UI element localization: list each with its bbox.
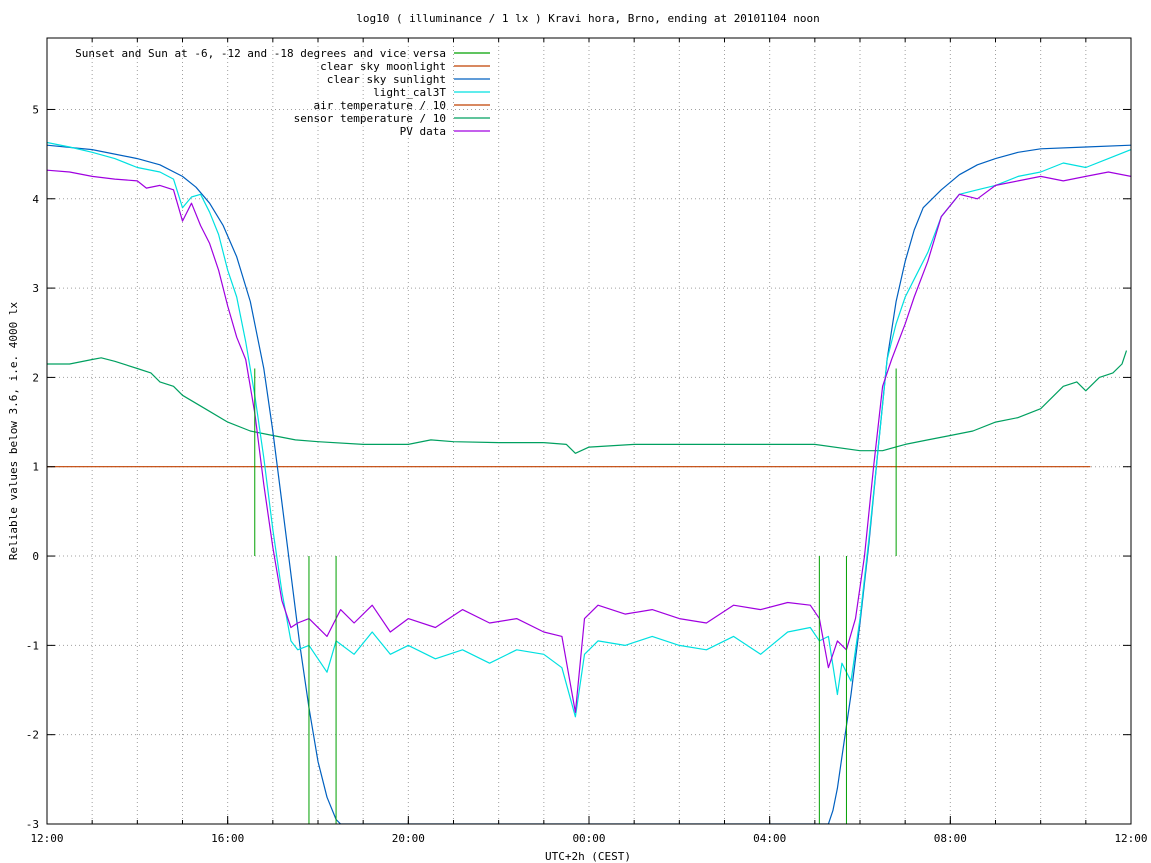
chart-title: log10 ( illuminance / 1 lx ) Kravi hora,… <box>356 12 820 25</box>
legend: Sunset and Sun at -6, -12 and -18 degree… <box>75 47 490 138</box>
axis-ticks: -3 -2 -1 0 1 2 3 4 5 12:00 16:00 20:00 00:00 04:00 08:… <box>26 38 1148 845</box>
x-tick-label: 04:00 <box>753 832 786 845</box>
legend-label: Sunset and Sun at -6, -12 and -18 degree… <box>75 47 446 60</box>
legend-label: clear sky sunlight <box>327 73 446 86</box>
legend-label: sensor temperature / 10 <box>294 112 446 125</box>
y-axis-label: Reliable values below 3.6, i.e. 4000 lx <box>7 301 20 560</box>
grid-lines <box>47 38 1131 824</box>
x-tick-label: 12:00 <box>1114 832 1147 845</box>
legend-label: light_cal3T <box>373 86 446 99</box>
x-tick-label: 00:00 <box>572 832 605 845</box>
plot-series <box>47 141 1131 824</box>
x-tick-label: 20:00 <box>392 832 425 845</box>
y-tick-label: 2 <box>32 371 39 384</box>
legend-label: PV data <box>400 125 446 138</box>
y-tick-label: -2 <box>26 729 39 742</box>
x-tick-label: 16:00 <box>211 832 244 845</box>
x-tick-label: 08:00 <box>934 832 967 845</box>
y-tick-label: 4 <box>32 193 39 206</box>
y-tick-label: 5 <box>32 103 39 116</box>
x-tick-label: 12:00 <box>30 832 63 845</box>
series-line-6 <box>47 169 1131 714</box>
y-tick-label: 3 <box>32 282 39 295</box>
y-tick-label: -3 <box>26 818 39 831</box>
series-line-5 <box>47 350 1128 454</box>
series-line-2 <box>47 144 1131 824</box>
y-tick-label: 1 <box>32 461 39 474</box>
x-axis-label: UTC+2h (CEST) <box>545 850 631 863</box>
y-tick-label: -1 <box>26 639 39 652</box>
series-line-3 <box>47 141 1131 718</box>
legend-label: clear sky moonlight <box>320 60 446 73</box>
legend-label: air temperature / 10 <box>314 99 446 112</box>
y-tick-label: 0 <box>32 550 39 563</box>
